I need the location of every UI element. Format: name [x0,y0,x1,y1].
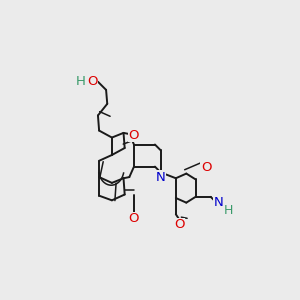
Text: O: O [201,161,211,174]
Text: H: H [224,204,233,217]
Text: O: O [129,212,139,225]
Text: O: O [87,75,98,88]
Text: O: O [129,129,139,142]
Text: H: H [76,75,85,88]
Text: N: N [214,196,224,209]
Text: O: O [174,218,184,231]
Text: N: N [156,171,166,184]
